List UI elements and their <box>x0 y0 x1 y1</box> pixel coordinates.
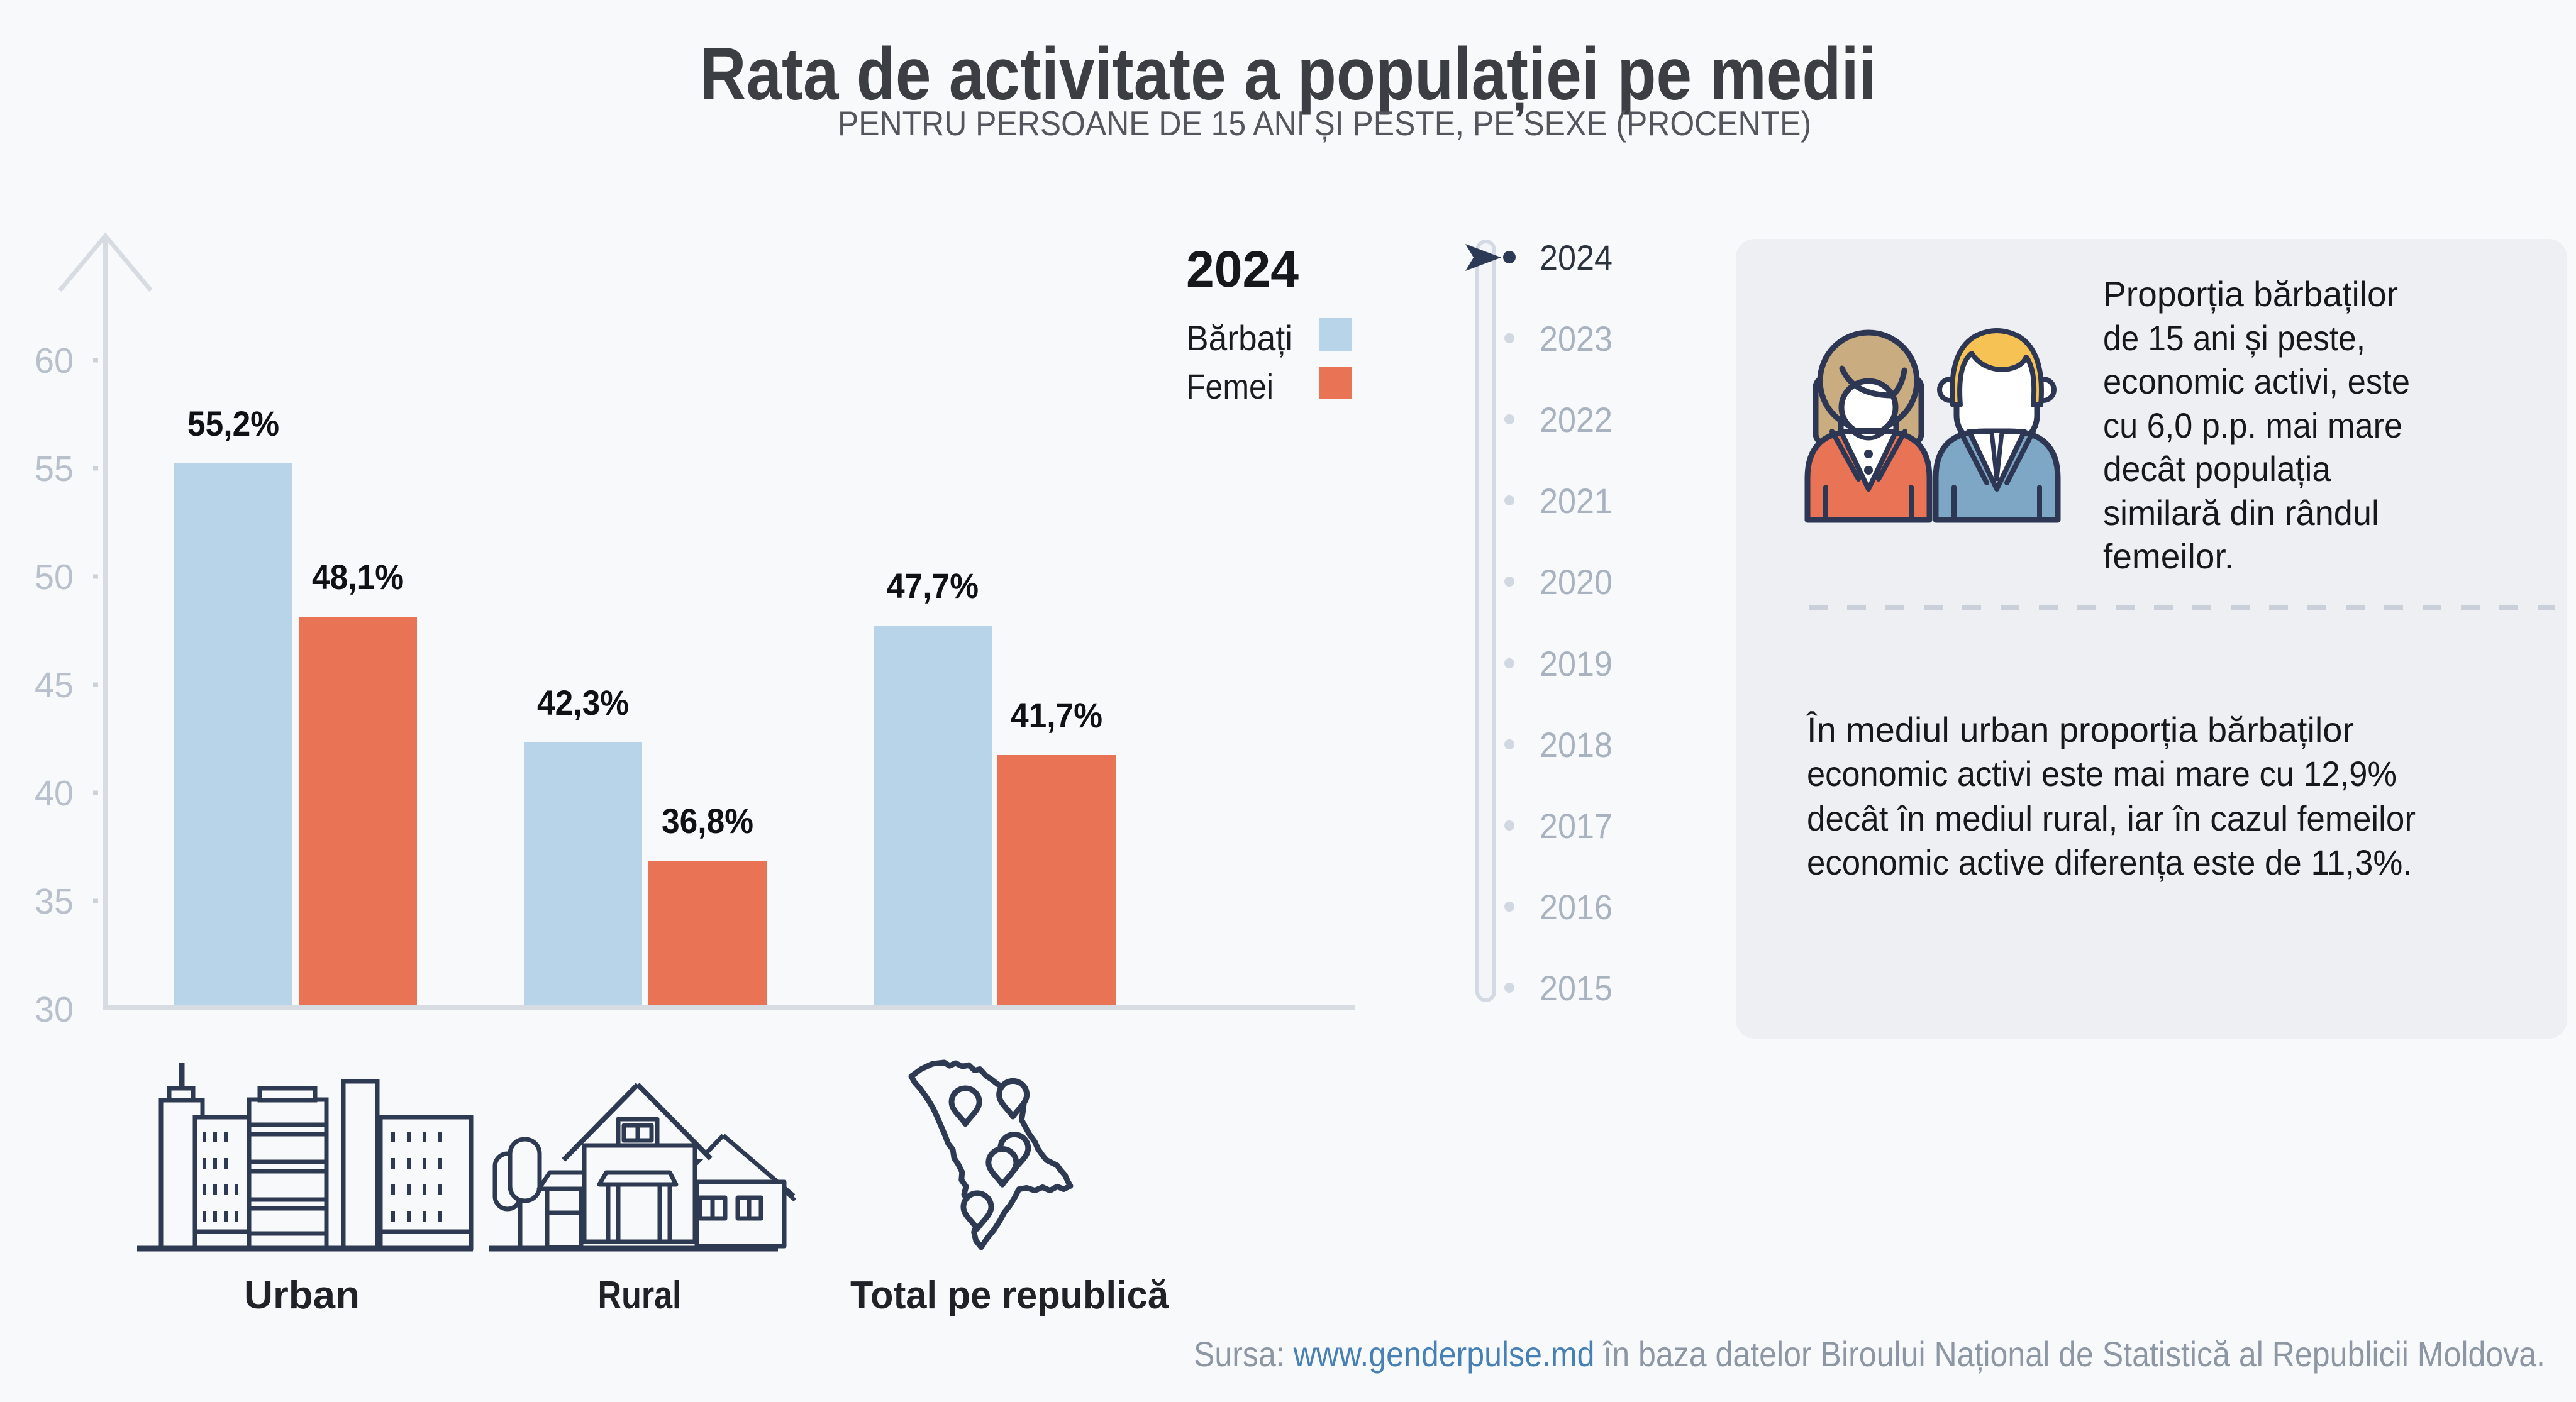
svg-text:decât populația: decât populația <box>2103 449 2331 488</box>
svg-text:2015: 2015 <box>1540 968 1613 1008</box>
svg-text:economic active diferența este: economic active diferența este de 11,3%. <box>1807 842 2412 882</box>
svg-text:de 15 ani și peste,: de 15 ani și peste, <box>2103 318 2365 358</box>
svg-text:similară din rândul: similară din rândul <box>2103 493 2379 533</box>
svg-text:41,7%: 41,7% <box>1011 695 1102 735</box>
svg-text:Bărbați: Bărbați <box>1186 318 1292 358</box>
svg-text:2024: 2024 <box>1186 241 1299 298</box>
svg-text:Sursa: www.genderpulse.md în b: Sursa: www.genderpulse.md în baza datelo… <box>1194 1334 2545 1374</box>
svg-text:30: 30 <box>35 990 74 1030</box>
svg-text:60: 60 <box>35 341 74 381</box>
svg-text:2024: 2024 <box>1540 238 1613 277</box>
svg-text:2023: 2023 <box>1540 319 1613 358</box>
svg-text:36,8%: 36,8% <box>662 801 753 841</box>
svg-text:Proporția bărbaților: Proporția bărbaților <box>2103 274 2398 314</box>
svg-text:2017: 2017 <box>1540 806 1613 846</box>
svg-text:2016: 2016 <box>1540 887 1613 927</box>
svg-text:2019: 2019 <box>1540 644 1613 683</box>
svg-text:femeilor.: femeilor. <box>2103 536 2234 576</box>
svg-text:Urban: Urban <box>244 1274 360 1317</box>
svg-text:55: 55 <box>35 449 74 489</box>
svg-text:2020: 2020 <box>1540 562 1613 602</box>
svg-text:economic activi, este: economic activi, este <box>2103 362 2410 401</box>
svg-text:42,3%: 42,3% <box>537 683 629 722</box>
svg-text:2022: 2022 <box>1540 400 1613 439</box>
svg-text:economic activi este mai mare: economic activi este mai mare cu 12,9% <box>1807 754 2397 793</box>
svg-text:40: 40 <box>35 773 74 814</box>
svg-text:47,7%: 47,7% <box>887 566 979 605</box>
svg-text:PENTRU PERSOANE DE 15 ANI ȘI P: PENTRU PERSOANE DE 15 ANI ȘI PESTE, PE S… <box>838 104 1811 143</box>
svg-text:decât în mediul rural, iar în: decât în mediul rural, iar în cazul feme… <box>1807 798 2416 838</box>
svg-text:48,1%: 48,1% <box>312 557 404 597</box>
svg-text:Total pe republică: Total pe republică <box>850 1274 1169 1317</box>
svg-text:Rural: Rural <box>598 1274 682 1317</box>
svg-text:cu 6,0 p.p. mai mare: cu 6,0 p.p. mai mare <box>2103 406 2402 445</box>
svg-text:2021: 2021 <box>1540 481 1613 521</box>
svg-text:45: 45 <box>35 665 74 705</box>
svg-text:50: 50 <box>35 557 74 597</box>
svg-text:Rata de activitate a populație: Rata de activitate a populației pe medii <box>700 33 1877 117</box>
svg-text:55,2%: 55,2% <box>187 404 279 443</box>
svg-text:35: 35 <box>35 881 74 922</box>
svg-text:Femei: Femei <box>1186 367 1274 406</box>
svg-text:2018: 2018 <box>1540 725 1613 764</box>
svg-text:În mediul urban proporția bărb: În mediul urban proporția bărbaților <box>1806 710 2354 749</box>
